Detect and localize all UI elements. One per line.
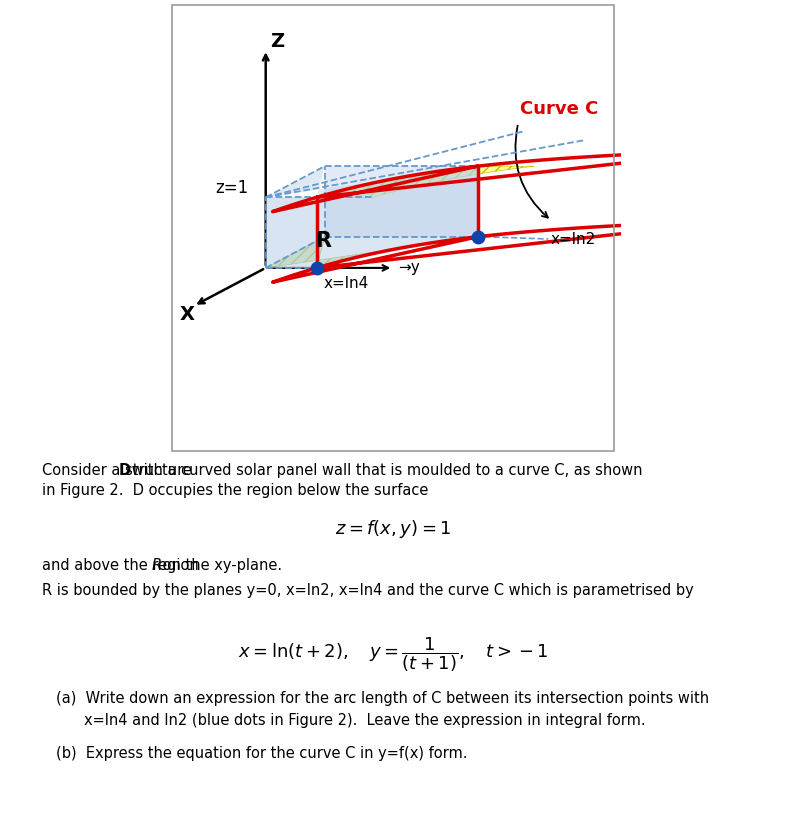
Text: $z = f(x,y) = 1$: $z = f(x,y) = 1$ bbox=[335, 518, 451, 540]
Text: (b)  Express the equation for the curve C in y=f(x) form.: (b) Express the equation for the curve C… bbox=[56, 746, 468, 761]
Text: Consider a structure: Consider a structure bbox=[42, 463, 196, 478]
Text: X: X bbox=[180, 305, 195, 324]
Text: Z: Z bbox=[270, 32, 285, 51]
Text: x=ln4: x=ln4 bbox=[324, 276, 369, 291]
Polygon shape bbox=[266, 166, 478, 198]
Text: with a curved solar panel wall that is moulded to a curve C, as shown: with a curved solar panel wall that is m… bbox=[127, 463, 642, 478]
Polygon shape bbox=[325, 166, 478, 237]
Text: z=1: z=1 bbox=[215, 179, 249, 197]
Text: R is bounded by the planes y=0, x=ln2, x=ln4 and the curve C which is parametris: R is bounded by the planes y=0, x=ln2, x… bbox=[42, 583, 694, 598]
Text: in Figure 2.  D occupies the region below the surface: in Figure 2. D occupies the region below… bbox=[42, 483, 428, 498]
Text: R: R bbox=[315, 231, 331, 251]
Text: x=ln2: x=ln2 bbox=[550, 232, 596, 246]
Text: on the xy-plane.: on the xy-plane. bbox=[158, 558, 282, 573]
Text: R: R bbox=[151, 558, 161, 573]
Text: (a)  Write down an expression for the arc length of C between its intersection p: (a) Write down an expression for the arc… bbox=[56, 691, 709, 706]
Text: $x = \ln(t + 2), \quad y = \dfrac{1}{(t+1)}, \quad t > -1$: $x = \ln(t + 2), \quad y = \dfrac{1}{(t+… bbox=[238, 635, 548, 674]
Polygon shape bbox=[266, 198, 317, 268]
Text: Curve C: Curve C bbox=[520, 100, 599, 118]
Polygon shape bbox=[317, 166, 535, 198]
Text: D: D bbox=[118, 463, 130, 478]
Text: x=ln4 and ln2 (blue dots in Figure 2).  Leave the expression in integral form.: x=ln4 and ln2 (blue dots in Figure 2). L… bbox=[84, 713, 645, 728]
Polygon shape bbox=[317, 166, 478, 268]
Text: →y: →y bbox=[398, 260, 420, 276]
Polygon shape bbox=[266, 237, 478, 268]
Text: and above the region: and above the region bbox=[42, 558, 204, 573]
